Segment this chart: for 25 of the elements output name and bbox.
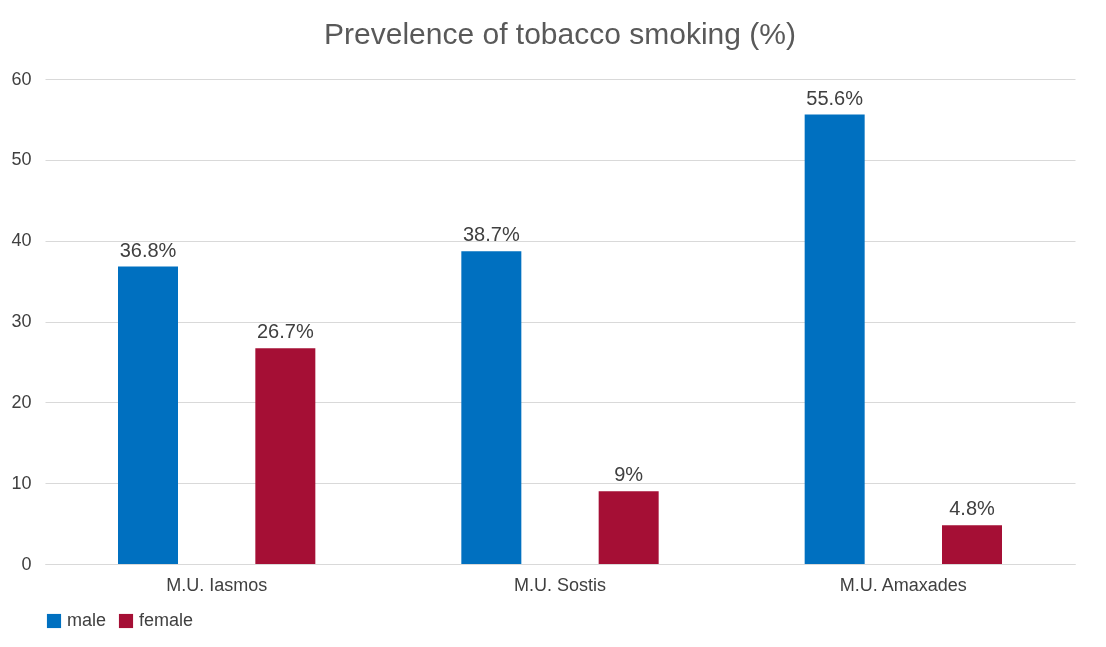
data-label: 9% bbox=[614, 463, 644, 486]
y-tick-label: 50 bbox=[11, 149, 32, 170]
data-label: 38.7% bbox=[462, 223, 520, 246]
y-tick-label: 60 bbox=[11, 68, 32, 89]
legend-label: male bbox=[67, 610, 107, 630]
x-tick-label: M.U. Iasmos bbox=[166, 574, 268, 595]
data-label: 55.6% bbox=[806, 86, 864, 109]
y-tick-label: 10 bbox=[11, 472, 32, 493]
x-tick-label: M.U. Amaxades bbox=[839, 574, 967, 595]
chart-title: Prevelence of tobacco smoking (%) bbox=[324, 17, 796, 50]
bar bbox=[598, 491, 659, 564]
bar bbox=[804, 114, 865, 564]
x-tick-label: M.U. Sostis bbox=[513, 574, 607, 595]
bar bbox=[461, 251, 522, 564]
bar bbox=[942, 525, 1002, 564]
bar bbox=[255, 348, 316, 564]
data-label: 26.7% bbox=[256, 320, 314, 343]
y-tick-label: 40 bbox=[11, 230, 32, 251]
data-label: 36.8% bbox=[119, 238, 177, 261]
data-label: 4.8% bbox=[949, 497, 996, 520]
y-tick-label: 0 bbox=[21, 553, 32, 574]
y-tick-label: 30 bbox=[11, 311, 32, 331]
legend-label: female bbox=[139, 610, 194, 630]
bar bbox=[118, 266, 178, 564]
y-tick-label: 20 bbox=[11, 391, 32, 412]
